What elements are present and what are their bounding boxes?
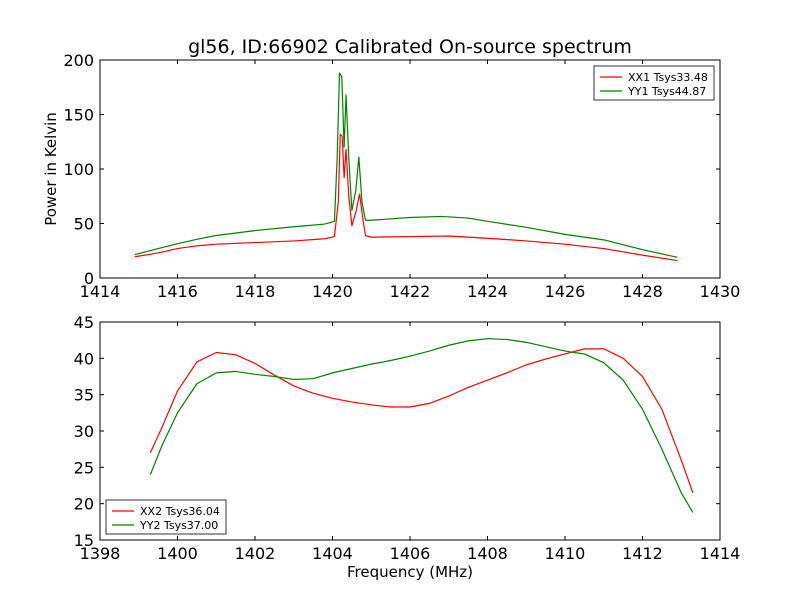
top-plot-series [134,72,678,262]
x-tick-label: 1400 [157,544,198,563]
x-tick-label: 1416 [157,282,198,301]
x-tick-label: 1402 [235,544,276,563]
x-tick-label: 1422 [390,282,431,301]
top-plot: 1414 1416 1418 1420 1422 1424 1426 1428 1430 0 50 1… [42,51,740,301]
x-tick-label: 1414 [80,282,121,301]
y-tick-label: 20 [74,495,94,514]
series-line-1 [149,348,694,493]
x-tick-label: 1420 [312,282,353,301]
y-tick-label: 0 [84,269,94,288]
bottom-plot-xlabel: Frequency (MHz) [347,563,473,581]
series-line-2 [149,338,694,513]
y-tick-label: 35 [74,386,94,405]
bottom-plot-ticks: 1398 1400 1402 1404 1406 1408 1410 1412 1414 15 20… [74,313,741,563]
x-tick-label: 1398 [80,544,121,563]
chart-title: gl56, ID:66902 Calibrated On-source spec… [188,36,632,58]
y-tick-label: 100 [63,160,94,179]
legend-label: YY1 Tsys44.87 [627,85,706,98]
y-tick-label: 15 [74,531,94,550]
y-tick-label: 40 [74,349,94,368]
x-tick-label: 1408 [467,544,508,563]
x-tick-label: 1412 [622,544,663,563]
top-plot-ylabel: Power in Kelvin [42,112,60,226]
x-tick-label: 1410 [545,544,586,563]
x-tick-label: 1430 [700,282,741,301]
legend-label: XX2 Tsys36.04 [140,505,220,518]
x-tick-label: 1414 [700,544,741,563]
x-tick-label: 1418 [235,282,276,301]
y-tick-label: 200 [63,51,94,70]
legend-label: XX1 Tsys33.48 [628,71,708,84]
series-line-2 [134,72,678,258]
y-tick-label: 30 [74,422,94,441]
y-tick-label: 50 [74,215,94,234]
x-tick-label: 1404 [312,544,353,563]
bottom-plot-series [149,338,694,513]
y-tick-label: 25 [74,458,94,477]
series-line-1 [134,133,678,262]
x-tick-label: 1426 [545,282,586,301]
x-tick-label: 1406 [390,544,431,563]
legend-label: YY2 Tsys37.00 [139,519,218,532]
legend-box [105,499,227,535]
y-tick-label: 45 [74,313,94,332]
y-tick-label: 150 [63,106,94,125]
bottom-plot: 1398 1400 1402 1404 1406 1408 1410 1412 1414 15 20… [74,313,741,581]
legend-box [593,65,715,101]
top-plot-ticks: 1414 1416 1418 1420 1422 1424 1426 1428 1430 0 50 1… [63,51,740,301]
x-tick-label: 1428 [622,282,663,301]
x-tick-label: 1424 [467,282,508,301]
